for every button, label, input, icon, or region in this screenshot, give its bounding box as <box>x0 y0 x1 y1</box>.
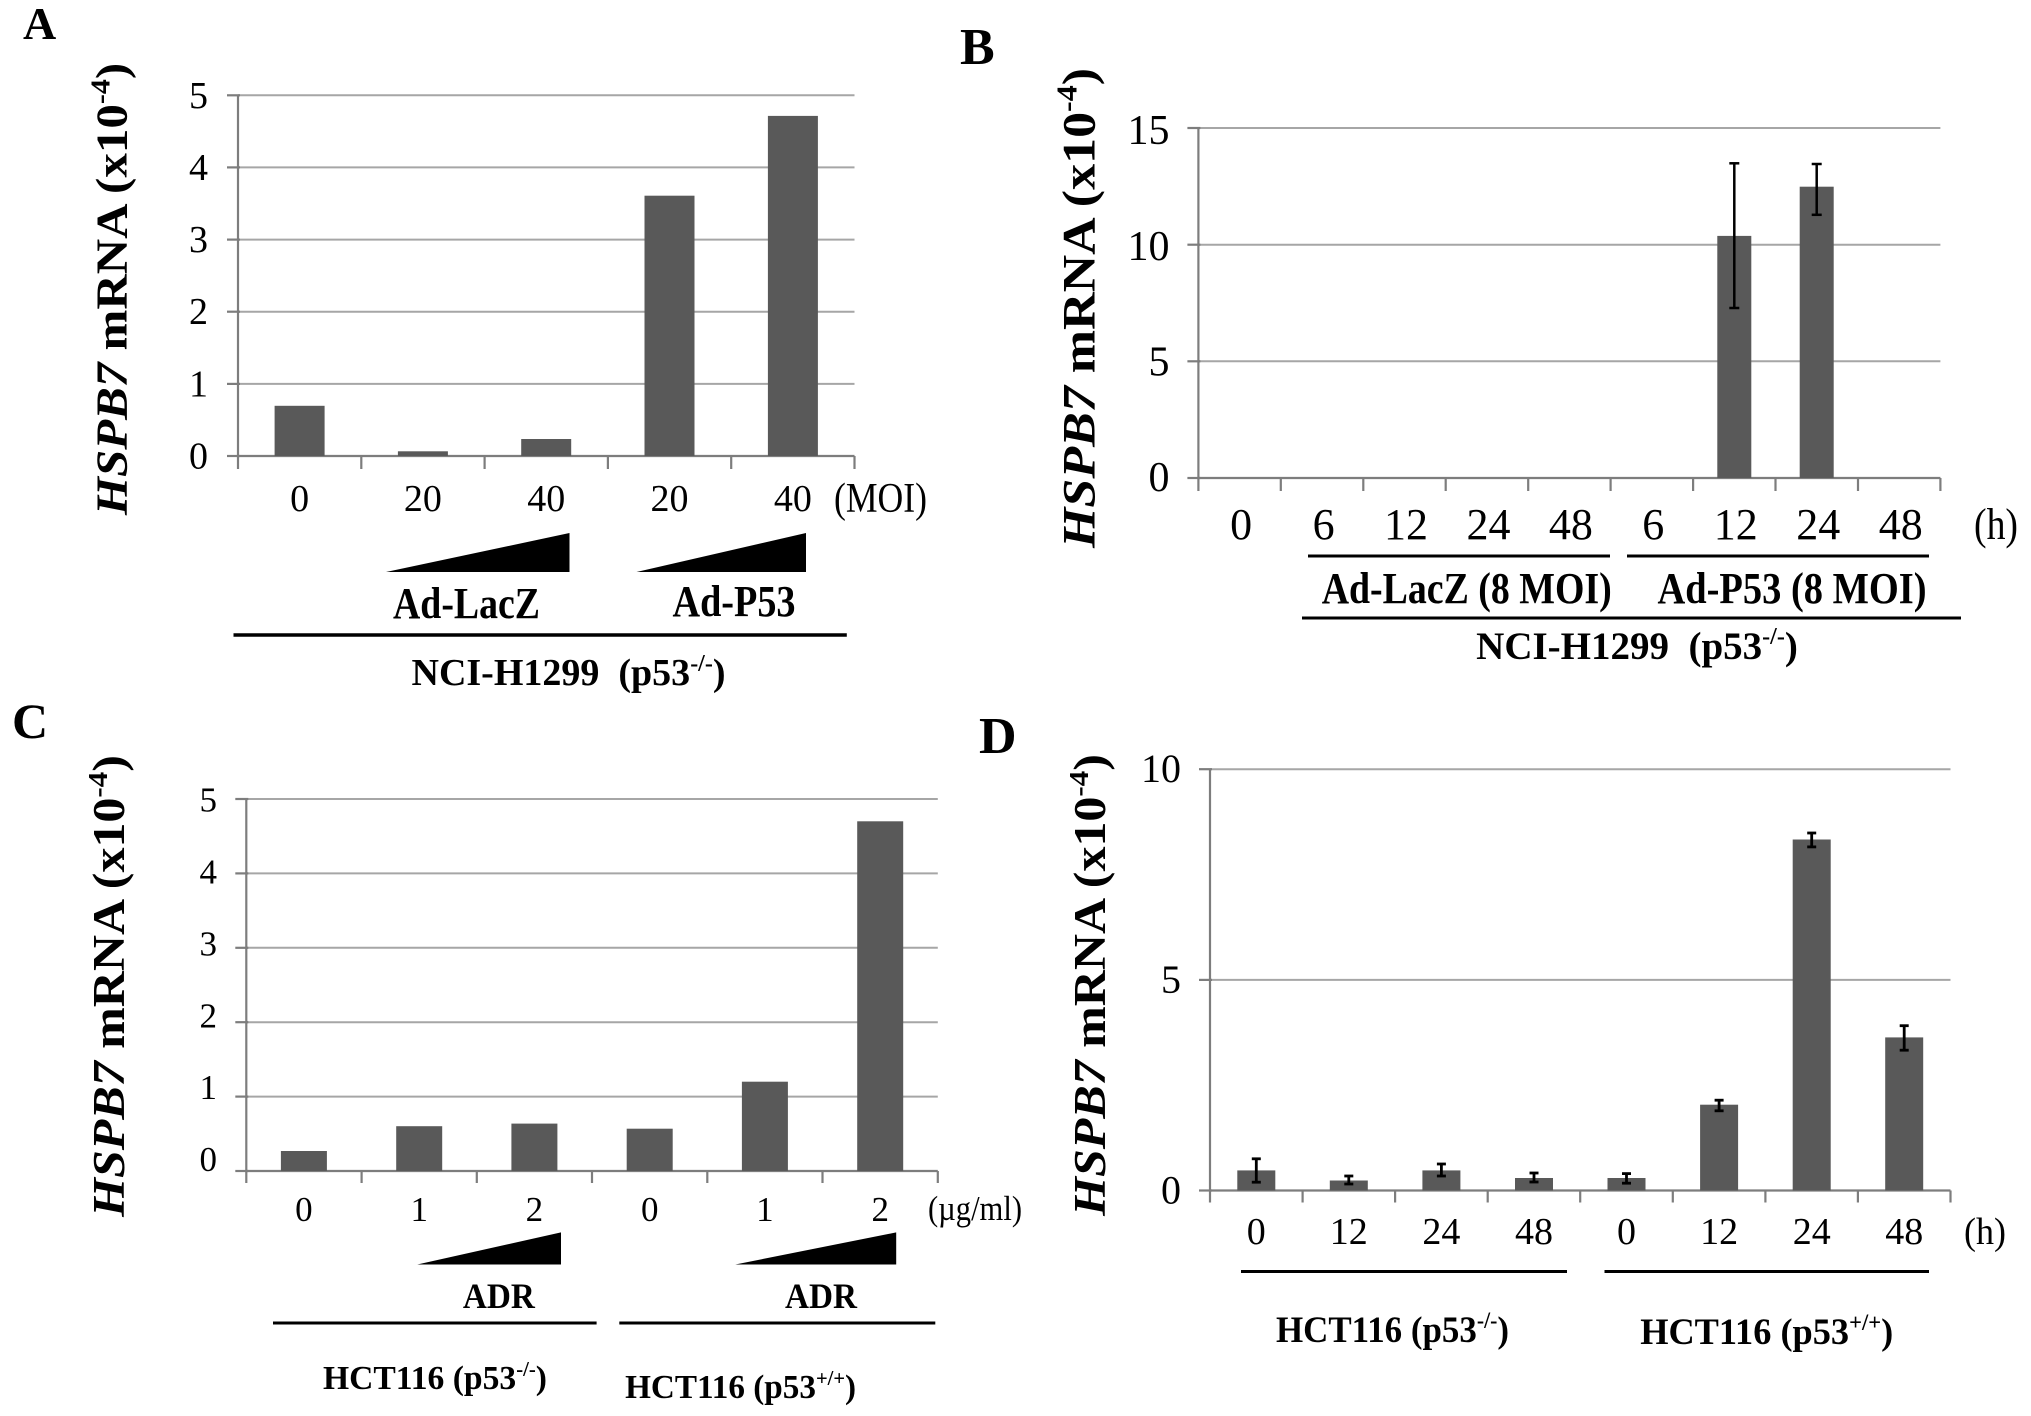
svg-text:0: 0 <box>290 478 309 520</box>
svg-text:24: 24 <box>1796 500 1840 549</box>
svg-text:6: 6 <box>1313 500 1335 549</box>
svg-text:C: C <box>12 693 48 749</box>
svg-text:1: 1 <box>200 1068 218 1107</box>
svg-text:HCT116 (p53-/-): HCT116 (p53-/-) <box>323 1357 547 1397</box>
svg-text:0: 0 <box>295 1190 313 1229</box>
svg-text:40: 40 <box>527 478 565 520</box>
svg-text:4: 4 <box>200 853 218 892</box>
svg-text:2: 2 <box>200 996 218 1035</box>
svg-text:2: 2 <box>189 291 208 333</box>
svg-text:HSPB7 mRNA (x10-4): HSPB7 mRNA (x10-4) <box>87 63 137 516</box>
svg-text:Ad-LacZ: Ad-LacZ <box>393 579 540 628</box>
svg-text:Ad-P53: Ad-P53 <box>673 577 796 626</box>
svg-text:24: 24 <box>1422 1211 1460 1253</box>
svg-text:48: 48 <box>1879 500 1923 549</box>
svg-text:12: 12 <box>1330 1211 1368 1253</box>
svg-text:12: 12 <box>1700 1211 1738 1253</box>
svg-text:HCT116 (p53+/+): HCT116 (p53+/+) <box>1640 1310 1893 1353</box>
svg-text:NCI-H1299 (p53-/-): NCI-H1299 (p53-/-) <box>412 651 726 694</box>
svg-text:48: 48 <box>1515 1211 1553 1253</box>
svg-text:3: 3 <box>189 219 208 261</box>
svg-text:2: 2 <box>526 1190 544 1229</box>
svg-text:1: 1 <box>410 1190 428 1229</box>
svg-text:HSPB7 mRNA (x10-4): HSPB7 mRNA (x10-4) <box>83 755 134 1218</box>
svg-text:0: 0 <box>641 1190 659 1229</box>
svg-text:0: 0 <box>1161 1168 1181 1213</box>
svg-text:0: 0 <box>1247 1211 1266 1253</box>
svg-text:5: 5 <box>200 781 218 820</box>
svg-text:40: 40 <box>774 478 812 520</box>
svg-text:(h): (h) <box>1964 1211 2006 1253</box>
svg-text:HCT116 (p53-/-): HCT116 (p53-/-) <box>1276 1308 1509 1351</box>
svg-text:24: 24 <box>1793 1211 1831 1253</box>
svg-text:ADR: ADR <box>785 1276 858 1316</box>
svg-text:24: 24 <box>1467 500 1511 549</box>
svg-text:2: 2 <box>871 1190 889 1229</box>
svg-text:6: 6 <box>1642 500 1664 549</box>
svg-text:12: 12 <box>1714 500 1758 549</box>
svg-text:1: 1 <box>189 363 208 405</box>
svg-text:0: 0 <box>1617 1211 1636 1253</box>
svg-text:(MOI): (MOI) <box>834 476 927 522</box>
svg-text:3: 3 <box>200 924 218 963</box>
svg-text:48: 48 <box>1549 500 1593 549</box>
svg-text:5: 5 <box>189 75 208 117</box>
svg-text:ADR: ADR <box>463 1276 536 1316</box>
svg-text:20: 20 <box>404 478 442 520</box>
svg-text:5: 5 <box>1161 957 1181 1002</box>
svg-text:0: 0 <box>1149 455 1170 501</box>
svg-text:HSPB7 mRNA (x10-4): HSPB7 mRNA (x10-4) <box>1064 754 1115 1217</box>
svg-text:NCI-H1299 (p53-/-): NCI-H1299 (p53-/-) <box>1476 624 1798 668</box>
svg-text:10: 10 <box>1141 746 1181 791</box>
svg-text:0: 0 <box>189 436 208 478</box>
svg-text:A: A <box>23 0 56 49</box>
svg-text:4: 4 <box>189 147 208 189</box>
svg-text:D: D <box>979 708 1017 765</box>
svg-text:(h): (h) <box>1974 500 2018 549</box>
svg-text:0: 0 <box>1230 500 1252 549</box>
svg-text:1: 1 <box>756 1190 774 1229</box>
svg-text:Ad-P53 (8 MOI): Ad-P53 (8 MOI) <box>1658 564 1927 613</box>
svg-text:5: 5 <box>1149 340 1170 386</box>
svg-text:HSPB7 mRNA (x10-4): HSPB7 mRNA (x10-4) <box>1051 68 1105 549</box>
svg-text:12: 12 <box>1384 500 1428 549</box>
svg-text:10: 10 <box>1128 224 1170 270</box>
svg-text:20: 20 <box>651 478 689 520</box>
svg-text:0: 0 <box>200 1140 218 1179</box>
svg-text:48: 48 <box>1885 1211 1923 1253</box>
svg-text:(µg/ml): (µg/ml) <box>928 1189 1022 1228</box>
svg-text:Ad-LacZ (8 MOI): Ad-LacZ (8 MOI) <box>1322 564 1612 613</box>
svg-text:15: 15 <box>1128 108 1170 154</box>
svg-text:B: B <box>960 19 995 76</box>
